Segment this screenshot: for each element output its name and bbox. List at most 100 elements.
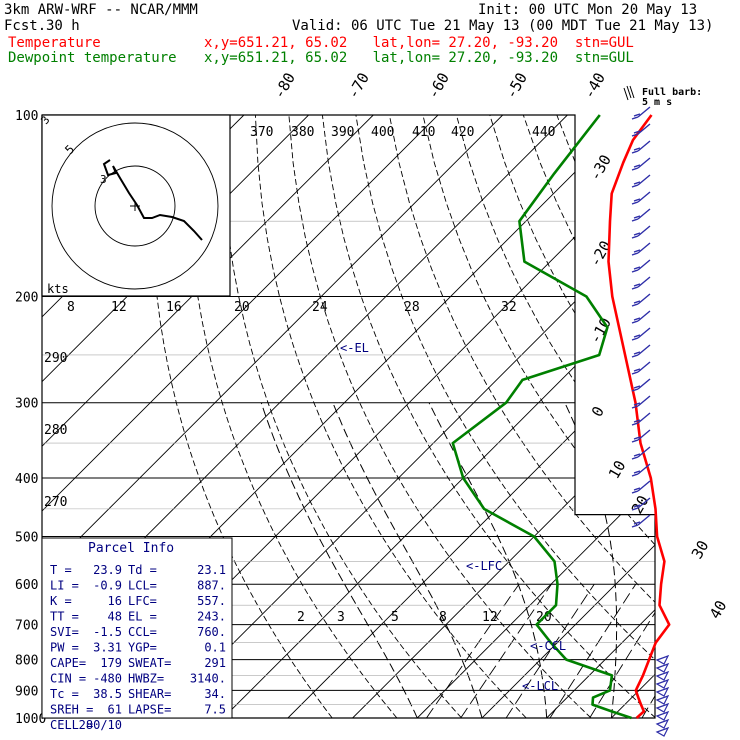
hodograph-height-label: 3 <box>100 173 107 186</box>
isotherm-line <box>42 115 439 718</box>
wind-barb-flag <box>631 354 639 358</box>
wind-barb-flag <box>631 235 639 239</box>
pressure-tick-label: 300 <box>15 397 38 412</box>
wind-barb-flag <box>631 371 639 375</box>
theta-e-label: 410 <box>412 125 435 140</box>
parcel-key: LAPSE= <box>128 703 171 717</box>
temperature-legend: Temperature <box>8 35 101 51</box>
wind-barb-lower <box>655 710 670 721</box>
wind-barb <box>631 123 651 137</box>
wind-barb-staff <box>637 395 651 407</box>
parcel-value: 7.5 <box>204 703 226 717</box>
isotherm-line <box>416 115 655 718</box>
wind-barb-flag <box>631 286 639 290</box>
wind-barb-flag <box>633 181 641 185</box>
dry-adiabat <box>254 115 527 718</box>
wind-barb <box>631 361 651 375</box>
wind-barb-staff <box>637 157 651 169</box>
dewpoint-trace <box>451 114 632 720</box>
wind-barb-flag <box>633 453 641 457</box>
wind-barb <box>631 497 651 511</box>
wind-barb-lower <box>655 718 670 729</box>
parcel-value: -0.9 <box>93 579 122 593</box>
moist-adiabat <box>260 402 418 718</box>
mixing-ratio-label: 8 <box>439 610 447 625</box>
wind-barb-flag <box>631 422 639 426</box>
moist-adiabat <box>332 402 483 718</box>
dry-adiabat <box>422 115 655 718</box>
temperature-trace <box>607 114 671 719</box>
wind-barb-flag <box>633 215 641 219</box>
hodograph-speed-label: 16 <box>166 300 182 315</box>
wind-barb-staff <box>637 463 651 475</box>
theta-e-label: 370 <box>250 125 273 140</box>
wind-barb-flag <box>631 473 639 477</box>
pressure-tick-label: 900 <box>15 684 38 699</box>
wind-barb-flag <box>631 524 639 528</box>
forecast-hours: 30 h <box>46 18 80 34</box>
theta-label: 270 <box>44 495 67 510</box>
wind-barb-staff <box>637 412 651 424</box>
parcel-value: 3.31 <box>93 641 122 655</box>
wind-barb-staff <box>637 140 651 152</box>
wind-barb-staff <box>637 106 651 118</box>
wind-barb <box>631 310 651 324</box>
hodograph-speed-label: 28 <box>404 300 420 315</box>
parcel-value: 16 <box>108 594 122 608</box>
wind-barb-flag <box>631 116 639 120</box>
parcel-value: 557. <box>197 594 226 608</box>
wind-barb-flag <box>631 456 639 460</box>
pressure-tick-label: 500 <box>15 530 38 545</box>
parcel-value: 61 <box>108 703 122 717</box>
wind-barb-flag <box>633 419 641 423</box>
hodograph-speed-label: 8 <box>67 300 75 315</box>
barb-legend-icon <box>623 85 635 101</box>
wind-barb-flag <box>633 317 641 321</box>
parcel-key: T = <box>50 563 72 577</box>
lcl-marker: <-LCL <box>522 679 558 693</box>
pressure-tick-label: 800 <box>15 654 38 669</box>
parcel-value: -480 <box>93 672 122 686</box>
theta-e-label: 380 <box>291 125 314 140</box>
parcel-key: PW = <box>50 641 79 655</box>
mixing-ratio-line <box>641 583 655 718</box>
isotherm-line <box>42 115 374 718</box>
temperature-location: x,y=651.21, 65.02 lat,lon= 27.20, -93.20… <box>204 35 634 51</box>
isotherm-line <box>611 115 655 718</box>
barb-legend-unit: 5 m s <box>642 97 672 108</box>
parcel-key: Td = <box>128 563 157 577</box>
parcel-info-box <box>41 537 233 719</box>
wind-barb-lower <box>655 678 670 689</box>
wind-barb-flag <box>631 269 639 273</box>
wind-barb-flag <box>631 167 639 171</box>
wind-barb-flag <box>631 388 639 392</box>
dry-adiabat <box>388 115 655 718</box>
wind-barb <box>631 242 651 256</box>
wind-barb-flag <box>633 521 641 525</box>
wind-barb-flag <box>631 303 639 307</box>
wind-barb-flag <box>631 252 639 256</box>
dry-adiabat <box>657 115 740 718</box>
dry-adiabat <box>489 115 655 718</box>
wind-barb-flag <box>633 113 641 117</box>
wind-barb-lower <box>655 686 670 697</box>
parcel-key: SVI= <box>50 625 79 639</box>
parcel-key: HWBZ= <box>128 672 164 686</box>
pressure-tick-label: 600 <box>15 578 38 593</box>
isotherm-label: -80 <box>270 70 299 102</box>
wind-barb <box>631 276 651 290</box>
wind-barb <box>631 191 651 205</box>
theta-e-label: 390 <box>331 125 354 140</box>
isotherm-line <box>676 115 740 718</box>
wind-barb <box>631 429 651 443</box>
isotherm-label: -50 <box>502 70 531 102</box>
hodograph-speed-label: 32 <box>501 300 517 315</box>
wind-barb-flag <box>633 266 641 270</box>
parcel-key: CAPE= <box>50 656 86 670</box>
wind-barb-lower <box>655 702 670 713</box>
wind-barb-staff <box>637 378 651 390</box>
wind-barb <box>631 514 651 528</box>
wind-barb <box>631 259 651 273</box>
parcel-value: 179 <box>100 656 122 670</box>
